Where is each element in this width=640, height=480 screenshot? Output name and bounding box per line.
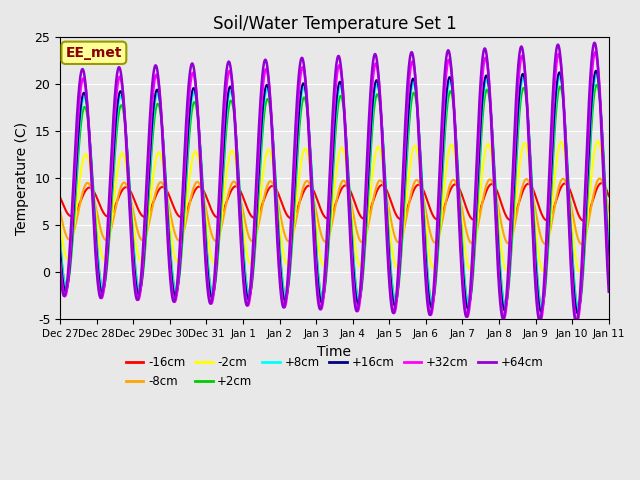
+2cm [291,205,298,211]
-16cm [119,187,127,192]
+64cm [605,289,612,295]
-8cm [119,180,127,186]
Line: +64cm: +64cm [60,43,609,323]
+8cm [119,98,127,104]
+32cm [152,74,159,80]
-2cm [152,160,159,166]
-16cm [595,183,602,189]
+8cm [535,293,543,299]
Line: -8cm: -8cm [60,179,609,244]
Line: -2cm: -2cm [60,141,609,272]
+32cm [595,68,602,74]
+8cm [56,240,64,246]
-2cm [605,224,612,230]
Line: +16cm: +16cm [60,71,609,313]
Line: +8cm: +8cm [60,75,609,309]
+16cm [535,300,543,306]
-8cm [56,208,64,214]
-8cm [605,208,612,214]
-2cm [267,150,275,156]
-16cm [535,204,543,209]
-16cm [579,217,587,223]
-16cm [56,195,64,201]
-2cm [594,138,602,144]
-2cm [119,151,127,156]
+16cm [56,248,64,253]
+2cm [119,105,127,111]
+16cm [605,262,612,267]
-8cm [535,226,543,231]
-8cm [152,191,159,197]
+32cm [56,259,64,264]
-2cm [595,138,602,144]
+8cm [267,103,275,109]
-16cm [605,193,612,199]
+32cm [591,49,599,55]
+2cm [605,249,612,254]
+16cm [152,92,159,97]
+32cm [573,320,580,325]
+2cm [535,290,543,296]
+64cm [535,316,543,322]
+16cm [119,96,127,101]
X-axis label: Time: Time [317,345,351,359]
+8cm [574,306,582,312]
Y-axis label: Temperature (C): Temperature (C) [15,122,29,235]
-16cm [267,184,275,190]
+32cm [267,99,275,105]
-16cm [598,180,605,186]
Line: +32cm: +32cm [60,52,609,323]
+16cm [291,188,298,194]
+64cm [152,63,159,69]
-2cm [575,269,583,275]
Line: -16cm: -16cm [60,183,609,220]
+32cm [119,87,127,93]
Title: Soil/Water Temperature Set 1: Soil/Water Temperature Set 1 [212,15,456,33]
+2cm [595,86,602,92]
Legend: -16cm, -8cm, -2cm, +2cm, +8cm, +16cm, +32cm, +64cm: -16cm, -8cm, -2cm, +2cm, +8cm, +16cm, +3… [121,351,548,393]
+8cm [593,72,600,78]
+64cm [572,320,580,325]
+64cm [291,147,298,153]
+32cm [605,278,612,284]
Text: EE_met: EE_met [66,46,122,60]
+2cm [593,82,600,88]
+64cm [119,86,127,92]
+64cm [591,40,598,46]
-2cm [535,253,543,259]
+8cm [291,195,298,201]
-8cm [595,177,602,182]
+16cm [595,78,602,84]
+2cm [56,237,64,243]
+2cm [575,306,582,312]
+8cm [595,79,602,85]
+2cm [152,109,159,115]
+32cm [291,168,298,174]
+64cm [56,267,64,273]
-8cm [577,241,585,247]
+2cm [267,108,275,114]
-8cm [291,226,298,231]
-2cm [291,221,298,227]
-2cm [56,220,64,226]
+16cm [574,311,582,316]
-8cm [596,176,604,181]
-16cm [152,194,159,200]
+8cm [152,98,159,104]
Line: +2cm: +2cm [60,85,609,309]
-8cm [267,179,275,184]
+64cm [595,69,602,75]
+16cm [592,68,600,73]
+16cm [267,103,275,109]
+8cm [605,252,612,258]
-16cm [291,212,298,217]
+32cm [535,313,543,319]
+64cm [267,103,275,108]
